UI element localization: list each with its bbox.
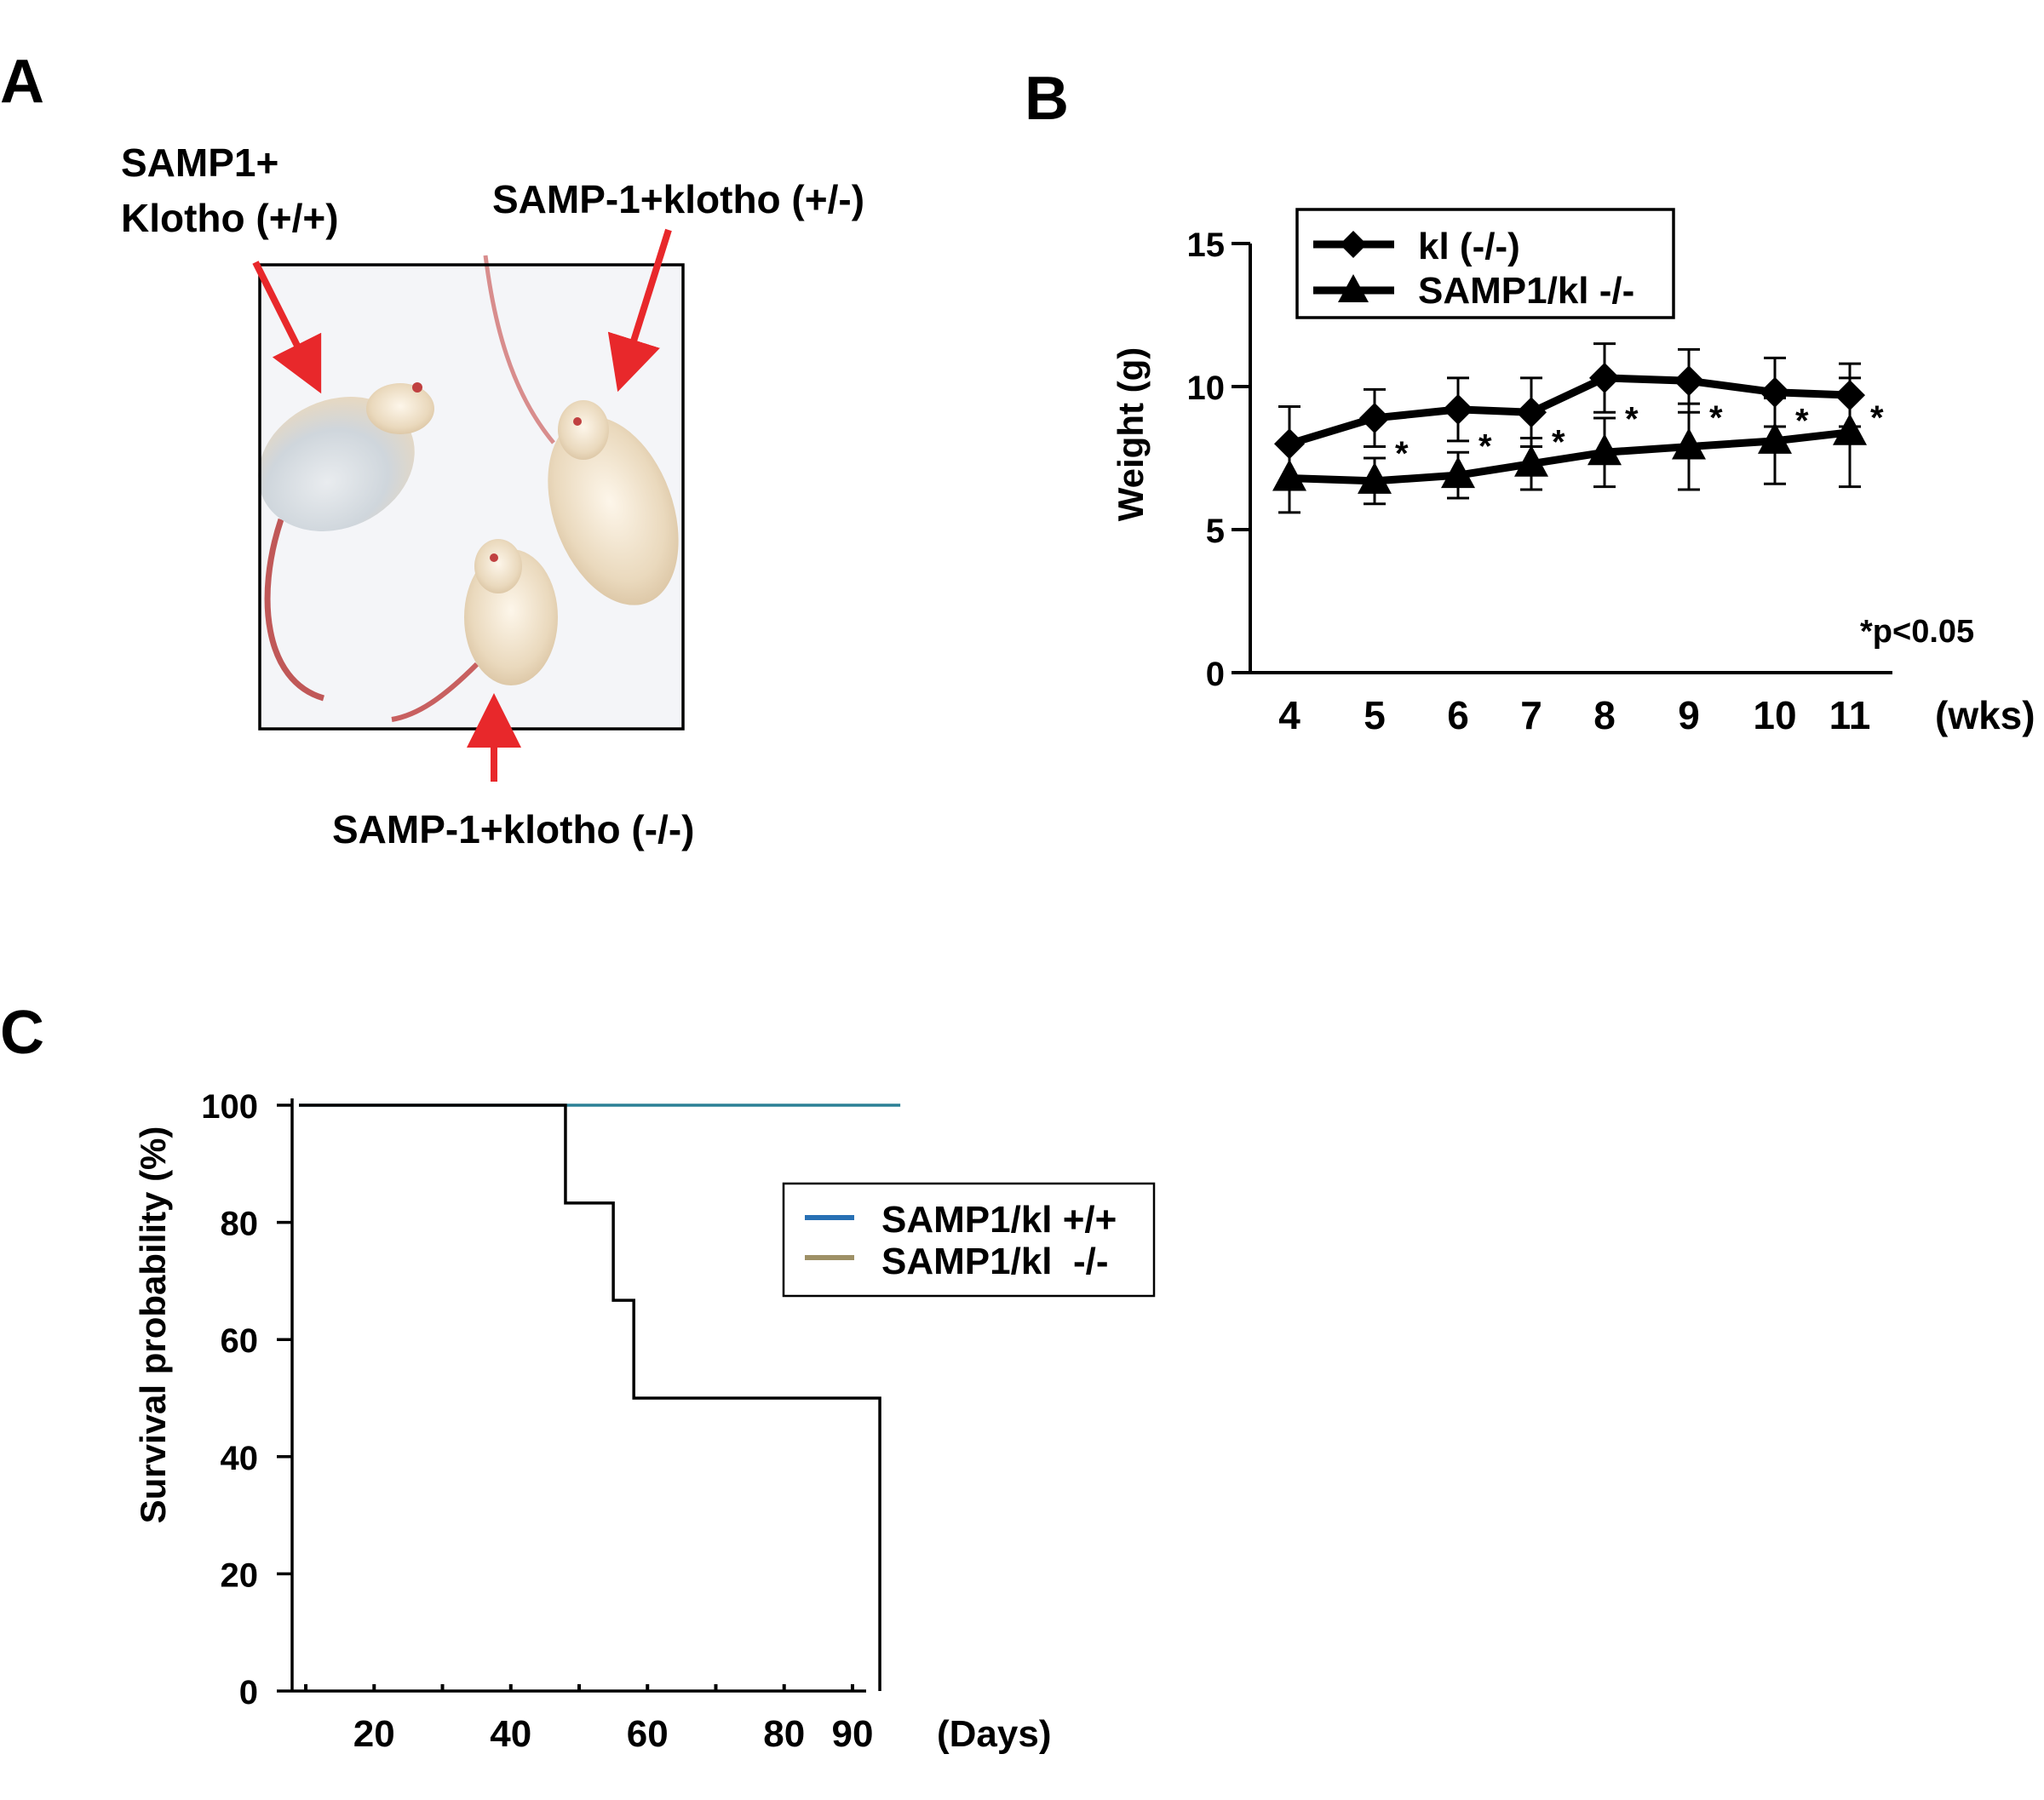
label-wild-type-line2: Klotho (+/+)	[121, 196, 339, 240]
chart-c-y-tick-label: 20	[221, 1556, 259, 1594]
chart-b-x-tick-label: 7	[1520, 693, 1542, 737]
chart-b-point-diamond	[1834, 380, 1865, 411]
chart-c-curves	[299, 1104, 901, 1691]
chart-c-x-tick-label: 20	[353, 1713, 395, 1755]
label-knockout: SAMP-1+klotho (-/-)	[332, 807, 694, 851]
chart-c: 0 20 40 60 80 100 20 40 60 80 90 SAMP1/kl +/+ SAMP…	[133, 1088, 1156, 1755]
legend-label-samp1-kl: SAMP1/kl -/-	[1418, 270, 1634, 312]
chart-b-point-diamond	[1760, 376, 1790, 408]
chart-c-x-unit: (Days)	[937, 1713, 1052, 1755]
chart-b-series-line	[1289, 428, 1851, 485]
legend-label-kl: kl (-/-)	[1418, 226, 1520, 267]
chart-b-point-triangle	[1272, 459, 1306, 491]
chart-c-x-tick-label: 80	[763, 1713, 805, 1755]
chart-b-x-tick-label: 6	[1447, 693, 1469, 737]
chart-b-significance-star: *	[1625, 401, 1639, 439]
chart-b-point-triangle	[1672, 427, 1706, 460]
chart-b-x-tick-label: 11	[1829, 693, 1871, 737]
chart-b-axes: 0 5 10 15 4 5 6 7 8 9 10 11	[1187, 226, 1892, 737]
legend-diamond-marker	[1340, 231, 1367, 258]
chart-c-y-tick-label: 0	[239, 1674, 258, 1711]
chart-c-y-label: Survival probability (%)	[133, 1126, 173, 1524]
chart-b-point-diamond	[1674, 365, 1704, 397]
mouse-wild-type	[258, 397, 415, 531]
chart-b-point-triangle	[1833, 413, 1867, 445]
chart-b-y-label: Weight (g)	[1111, 347, 1151, 522]
chart-b-lines	[1288, 374, 1851, 485]
chart-b-y-tick-label: 10	[1187, 370, 1226, 407]
label-wild-type-line1: SAMP1+	[121, 140, 278, 185]
panel-c: C 0 20 40 60 80 100 20 40 60 80 90 SAMP1/kl +/+ SA…	[0, 999, 1156, 1755]
label-heterozygous: SAMP-1+klotho (+/-)	[492, 177, 864, 221]
panel-letter-b: B	[1025, 65, 1069, 133]
chart-b-significance-note: *p<0.05	[1860, 614, 1974, 650]
chart-b-significance-star: *	[1870, 399, 1884, 437]
chart-b-significance-star: *	[1478, 428, 1492, 466]
chart-b-x-tick-label: 9	[1678, 693, 1700, 737]
chart-c-x-tick-label: 40	[490, 1713, 531, 1755]
panel-letter-c: C	[0, 999, 44, 1067]
chart-c-legend: SAMP1/kl +/+ SAMP1/kl -/-	[782, 1182, 1156, 1298]
chart-b-x-tick-label: 5	[1364, 693, 1386, 737]
chart-b-point-diamond	[1589, 362, 1620, 393]
legend-triangle-marker	[1338, 274, 1369, 302]
chart-b-point-diamond	[1516, 397, 1547, 428]
chart-b-point-diamond	[1443, 393, 1473, 425]
legend-label-wild-type: SAMP1/kl +/+	[881, 1199, 1117, 1241]
chart-b-point-diamond	[1274, 428, 1305, 460]
chart-b-significance: * * * * * * *	[1395, 399, 1884, 473]
chart-b: 0 5 10 15 4 5 6 7 8 9 10 11 * * * * * * * kl (-/-) SAMP1/…	[1111, 208, 2035, 737]
chart-b-y-tick-label: 0	[1206, 656, 1225, 693]
chart-c-x-tick-label: 90	[831, 1713, 873, 1755]
chart-b-y-tick-label: 15	[1187, 226, 1226, 264]
chart-c-y-tick-label: 100	[201, 1088, 258, 1126]
chart-b-significance-star: *	[1709, 399, 1723, 437]
chart-b-point-triangle	[1758, 421, 1792, 454]
chart-b-significance-star: *	[1395, 435, 1409, 473]
panel-a: A SAMP1+ Klotho (+/+) SAMP-1+klotho (+/-…	[0, 48, 864, 851]
chart-c-x-tick-label: 60	[627, 1713, 669, 1755]
chart-c-y-tick-label: 80	[221, 1206, 259, 1243]
chart-c-survival-curve	[299, 1104, 881, 1691]
chart-b-legend: kl (-/-) SAMP1/kl -/-	[1295, 208, 1675, 319]
chart-b-point-triangle	[1514, 444, 1548, 477]
arrow-wild-type	[252, 261, 322, 394]
chart-c-y-tick-label: 40	[221, 1440, 259, 1477]
chart-b-x-tick-label: 10	[1753, 693, 1796, 737]
legend-label-knockout: SAMP1/kl -/-	[881, 1241, 1109, 1282]
chart-b-point-triangle	[1588, 433, 1622, 466]
chart-b-x-tick-label: 8	[1593, 693, 1616, 737]
mouse-heterozygous	[548, 416, 679, 605]
chart-b-point-diamond	[1359, 402, 1390, 433]
panel-b: B 0 5 10 15 4 5 6 7 8 9 10 11 * * * * * * * kl (-/-) SAMP…	[1025, 65, 2035, 737]
chart-b-significance-star: *	[1795, 402, 1809, 439]
chart-b-significance-star: *	[1552, 423, 1565, 461]
chart-b-markers	[1272, 362, 1867, 494]
chart-b-y-tick-label: 5	[1206, 513, 1225, 550]
chart-b-point-triangle	[1441, 456, 1475, 489]
mouse-photo	[258, 255, 685, 731]
arrow-heterozygous	[607, 228, 672, 393]
chart-c-y-tick-label: 60	[221, 1322, 259, 1360]
chart-b-point-triangle	[1358, 461, 1392, 494]
panel-letter-a: A	[0, 48, 44, 116]
chart-b-x-unit: (wks)	[1935, 693, 2035, 737]
chart-b-x-tick-label: 4	[1278, 693, 1300, 737]
chart-b-series-line	[1288, 374, 1851, 448]
chart-c-axes: 0 20 40 60 80 100 20 40 60 80 90	[201, 1088, 873, 1755]
